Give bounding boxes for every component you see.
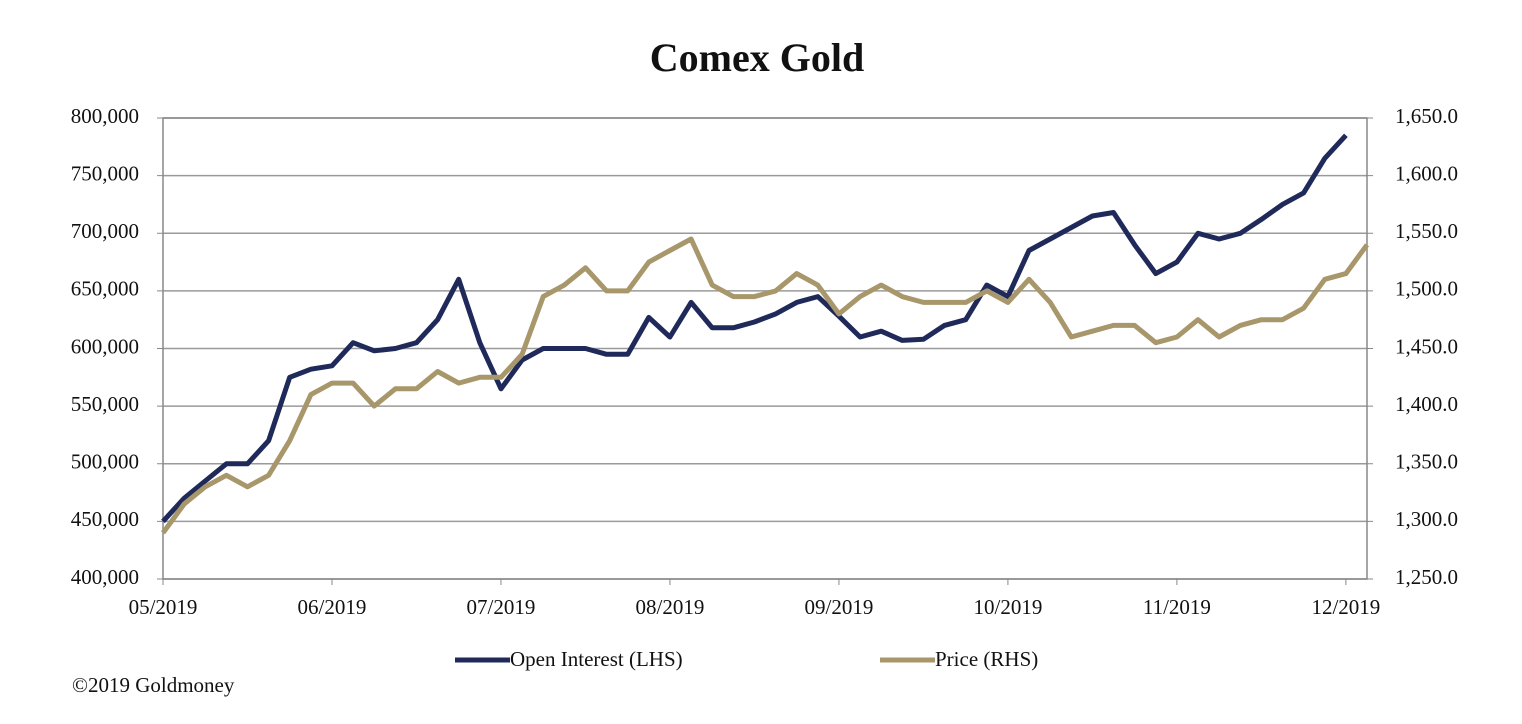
legend-label: Price (RHS) [935, 647, 1038, 671]
x-tick-label: 09/2019 [805, 595, 874, 619]
x-tick-label: 05/2019 [129, 595, 198, 619]
y-tick-label: 800,000 [71, 104, 139, 128]
y2-tick-label: 1,350.0 [1395, 450, 1458, 474]
x-tick-label: 11/2019 [1143, 595, 1211, 619]
series-line [161, 133, 1348, 524]
x-tick-label: 06/2019 [298, 595, 367, 619]
x-tick-label: 10/2019 [973, 595, 1042, 619]
x-tick-label: 07/2019 [467, 595, 536, 619]
y-tick-label: 750,000 [71, 161, 139, 185]
y-tick-label: 650,000 [71, 277, 139, 301]
source: ©2019 Goldmoney [72, 673, 235, 697]
y-tick-label: 600,000 [71, 334, 139, 358]
y-tick-label: 400,000 [71, 565, 139, 589]
y2-tick-label: 1,500.0 [1395, 277, 1458, 301]
y2-tick-label: 1,250.0 [1395, 565, 1458, 589]
plot-frame [162, 117, 1368, 580]
y2-tick-label: 1,550.0 [1395, 219, 1458, 243]
y-tick-label: 700,000 [71, 219, 139, 243]
y-tick-label: 550,000 [71, 392, 139, 416]
chart-title: Comex Gold [650, 35, 864, 80]
y-tick-label: 500,000 [71, 450, 139, 474]
y2-tick-label: 1,450.0 [1395, 334, 1458, 358]
legend-label: Open Interest (LHS) [510, 647, 683, 671]
y2-tick-label: 1,600.0 [1395, 161, 1458, 185]
x-tick-label: 08/2019 [636, 595, 705, 619]
y-tick-label: 450,000 [71, 507, 139, 531]
y2-tick-label: 1,400.0 [1395, 392, 1458, 416]
y2-tick-label: 1,300.0 [1395, 507, 1458, 531]
series-line [160, 236, 1370, 535]
y2-tick-label: 1,650.0 [1395, 104, 1458, 128]
x-tick-label: 12/2019 [1311, 595, 1380, 619]
